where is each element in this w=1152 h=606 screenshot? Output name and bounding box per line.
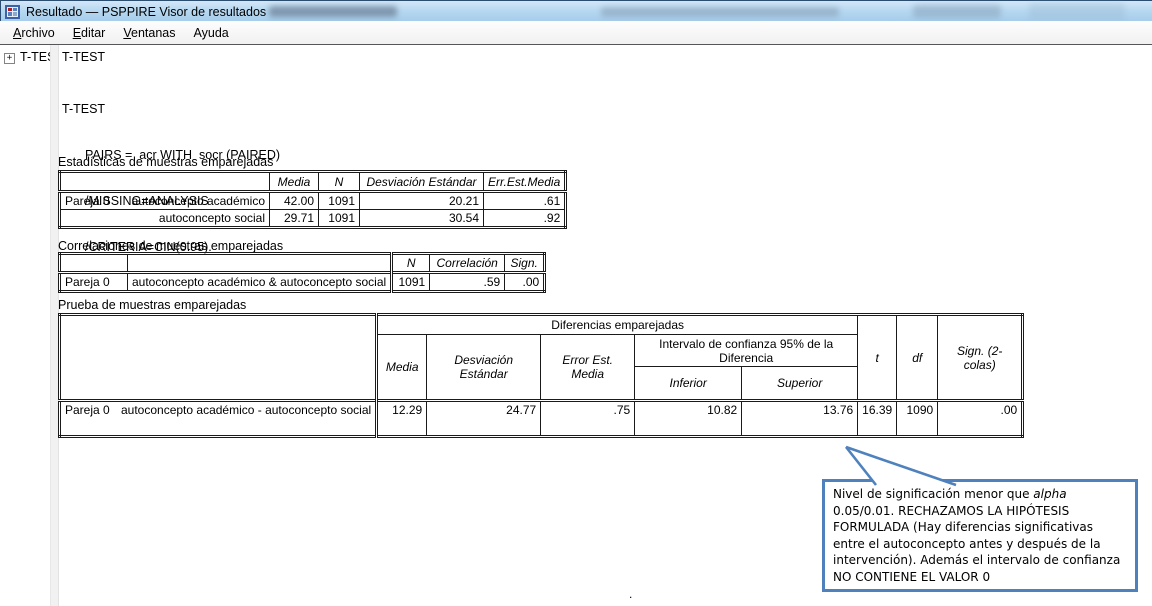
col-header: Correlación — [429, 253, 506, 273]
cell-superior: 13.76 — [741, 399, 859, 437]
col-header: t — [857, 314, 898, 401]
table-row: Pareja 0 autoconcepto académico - autoco… — [59, 399, 1024, 437]
app-icon — [5, 4, 20, 19]
log-line: /CRITERIA=CIN(0.95). — [85, 240, 212, 255]
redacted-text-blur — [269, 6, 397, 17]
cell-n: 1091 — [318, 209, 360, 228]
row-group-label: Pareja 0 — [59, 190, 125, 210]
cell-n: 1091 — [318, 190, 360, 210]
table-row: Pareja 0 autoconcepto académico & autoco… — [59, 271, 546, 292]
cell-n: 1091 — [390, 271, 431, 292]
table-row: autoconcepto social 29.71 1091 30.54 .92 — [59, 209, 567, 228]
menu-bar: Archivo Editar Ventanas Ayuda — [0, 21, 1152, 45]
tree-item-label: T-TEST — [20, 50, 50, 64]
stray-period: . — [629, 587, 633, 601]
test-table-title: Prueba de muestras emparejadas — [58, 298, 247, 312]
table-row: Pareja 0 autoconcepto académico 42.00 10… — [59, 190, 567, 210]
cell-inferior: 10.82 — [634, 399, 743, 437]
cell-sign: .00 — [937, 399, 1024, 437]
col-header: Media — [269, 171, 319, 192]
cell-sign: .00 — [504, 271, 546, 292]
menu-archivo-mnemonic: A — [13, 25, 22, 40]
output-tree-panel: + T-TEST — [0, 45, 50, 606]
cell-df: 1090 — [896, 399, 939, 437]
callout-text: 0.05/0.01. RECHAZAMOS LA HIPÓTESIS FORMU… — [833, 503, 1121, 584]
corr-table-title: Correlaciones de muestras emparejadas — [58, 239, 284, 253]
tree-item-ttest[interactable]: + T-TEST — [0, 45, 50, 64]
group-header: Diferencias emparejadas — [375, 314, 859, 335]
menu-ventanas-mnemonic: V — [123, 25, 132, 40]
cell-media: 12.29 — [375, 399, 428, 437]
cell-err: .92 — [482, 209, 567, 228]
menu-archivo[interactable]: Archivo — [4, 23, 64, 43]
redacted-text-blur — [601, 7, 839, 17]
stats-table-title: Estadísticas de muestras emparejadas — [58, 155, 274, 169]
callout-text: Nivel de significación menor que — [833, 487, 1034, 501]
menu-ventanas-label: entanas — [131, 25, 176, 40]
menu-editar-mnemonic: E — [72, 25, 82, 40]
row-group-label — [59, 209, 125, 228]
paired-samples-test-table: Diferencias emparejadas t df Sign. (2-co… — [58, 313, 1025, 438]
cell-err: .75 — [540, 399, 636, 437]
output-heading: T-TEST — [62, 50, 106, 64]
cell-desv: 20.21 — [359, 190, 484, 210]
menu-archivo-label: rchivo — [21, 25, 55, 40]
col-header: Media — [375, 334, 428, 401]
paired-samples-correlations-table: N Correlación Sign. Pareja 0 autoconcept… — [58, 252, 547, 293]
window-titlebar: Resultado — PSPPIRE Visor de resultados — [0, 0, 1152, 22]
ci-header: Intervalo de confianza 95% de la Diferen… — [634, 334, 859, 367]
menu-ayuda[interactable]: Ayuda — [185, 23, 238, 43]
paired-samples-statistics-table: Media N Desviación Estándar Err.Est.Medi… — [58, 170, 568, 229]
cell-correlacion: .59 — [429, 271, 506, 292]
redacted-text-blur — [1029, 3, 1125, 20]
col-header: Desviación Estándar — [359, 171, 484, 192]
window-title: Resultado — PSPPIRE Visor de resultados — [26, 4, 267, 19]
col-header: N — [318, 171, 360, 192]
col-header: Inferior — [634, 366, 743, 401]
cell-desv: 30.54 — [359, 209, 484, 228]
cell-media: 42.00 — [269, 190, 319, 210]
cell-t: 16.39 — [857, 399, 898, 437]
col-header: Superior — [741, 366, 859, 401]
row-variables-label: autoconcepto académico - autoconcepto so… — [117, 399, 378, 437]
annotation-callout: Nivel de significación menor que alpha 0… — [822, 479, 1138, 592]
cell-desv: 24.77 — [426, 399, 542, 437]
menu-ventanas[interactable]: Ventanas — [114, 23, 184, 43]
menu-editar-label: ditar — [81, 25, 106, 40]
callout-alpha-italic: alpha — [1033, 487, 1067, 501]
col-header: Err.Est.Media — [482, 171, 567, 192]
row-variable-label: autoconcepto social — [125, 209, 270, 228]
row-variables-label: autoconcepto académico & autoconcepto so… — [126, 271, 393, 292]
log-command: T-TEST — [62, 101, 106, 116]
col-header: Sign. — [504, 253, 546, 273]
row-group-label: Pareja 0 — [59, 399, 117, 437]
col-header: N — [390, 253, 431, 273]
redacted-text-blur — [913, 5, 1001, 18]
col-header: Error Est. Media — [540, 334, 636, 401]
menu-editar[interactable]: Editar — [64, 23, 115, 43]
row-group-label: Pareja 0 — [59, 271, 128, 292]
row-variable-label: autoconcepto académico — [125, 190, 270, 210]
log-line: PAIRS = acr WITH socr (PAIRED) — [85, 148, 281, 163]
menu-ayuda-label: Ayuda — [193, 25, 229, 40]
cell-err: .61 — [482, 190, 567, 210]
col-header: df — [896, 314, 939, 401]
cell-media: 29.71 — [269, 209, 319, 228]
expand-plus-icon[interactable]: + — [4, 53, 15, 64]
callout-pointer-tail — [844, 445, 957, 487]
col-header: Desviación Estándar — [426, 334, 542, 401]
col-header: Sign. (2-colas) — [937, 314, 1024, 401]
